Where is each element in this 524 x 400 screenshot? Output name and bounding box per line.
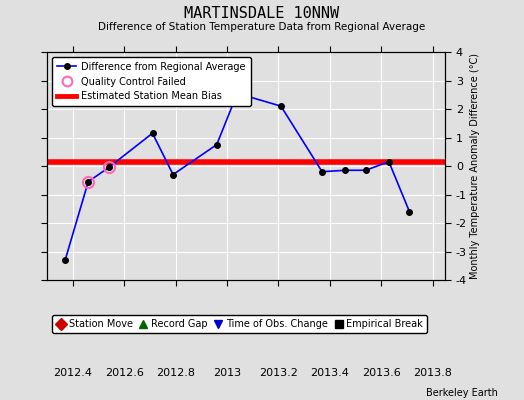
Text: Difference of Station Temperature Data from Regional Average: Difference of Station Temperature Data f… bbox=[99, 22, 425, 32]
Y-axis label: Monthly Temperature Anomaly Difference (°C): Monthly Temperature Anomaly Difference (… bbox=[470, 53, 479, 279]
Text: 2013.2: 2013.2 bbox=[259, 368, 298, 378]
Text: 2012.8: 2012.8 bbox=[156, 368, 195, 378]
Legend: Station Move, Record Gap, Time of Obs. Change, Empirical Break: Station Move, Record Gap, Time of Obs. C… bbox=[52, 315, 427, 333]
Text: 2012.6: 2012.6 bbox=[105, 368, 144, 378]
Text: 2013.6: 2013.6 bbox=[362, 368, 400, 378]
Legend: Difference from Regional Average, Quality Control Failed, Estimated Station Mean: Difference from Regional Average, Qualit… bbox=[52, 57, 250, 106]
Text: 2013: 2013 bbox=[213, 368, 241, 378]
Text: 2013.4: 2013.4 bbox=[310, 368, 349, 378]
Text: 2012.4: 2012.4 bbox=[53, 368, 92, 378]
Text: 2013.8: 2013.8 bbox=[413, 368, 452, 378]
Text: Berkeley Earth: Berkeley Earth bbox=[426, 388, 498, 398]
Text: MARTINSDALE 10NNW: MARTINSDALE 10NNW bbox=[184, 6, 340, 21]
